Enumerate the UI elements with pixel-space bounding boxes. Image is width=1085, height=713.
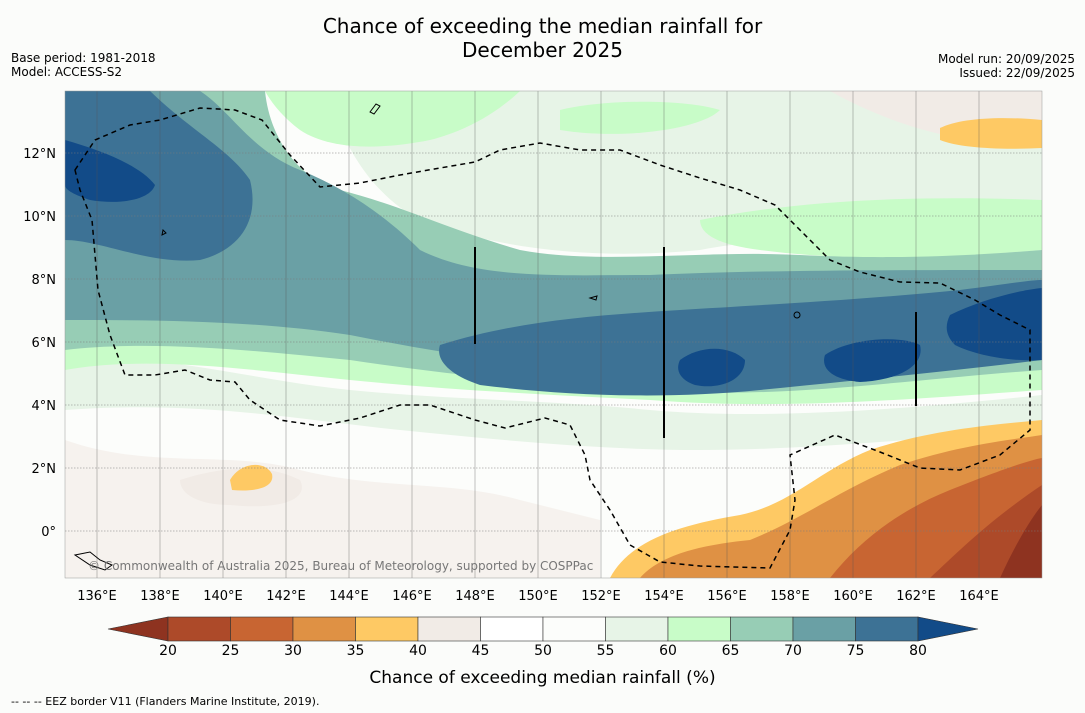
region-80plus-west [65, 140, 155, 202]
region-60-65-east [700, 198, 1042, 258]
lat-label: 10°N [23, 210, 56, 225]
islands [73, 103, 801, 571]
lon-label: 162°E [896, 589, 936, 604]
region-35-40-patch [230, 464, 273, 491]
lon-label: 150°E [518, 589, 558, 604]
lon-label: 146°E [392, 589, 432, 604]
colorbar-tick-label: 65 [721, 643, 740, 659]
lon-label: 158°E [770, 589, 810, 604]
map-title: Chance of exceeding the median rainfall … [0, 14, 1085, 62]
lat-label: 8°N [32, 273, 57, 288]
lat-label: 2°N [32, 462, 57, 477]
lon-label: 144°E [329, 589, 369, 604]
colorbar-segment [542, 616, 606, 642]
colorbar-tick-label: 40 [409, 643, 427, 659]
eez-border [74, 107, 1031, 569]
colorbar-segment [855, 616, 919, 642]
meta-right: Model run: 20/09/2025 Issued: 22/09/2025 [938, 52, 1075, 80]
colorbar-tick-label: 20 [159, 643, 177, 659]
region-40-45-south [65, 440, 600, 578]
colorbar-tick-label: 35 [346, 643, 365, 659]
colorbar-segment [605, 616, 669, 642]
model-name: Model: ACCESS-S2 [11, 65, 123, 79]
lat-label: 0° [41, 525, 56, 540]
lon-label: 148°E [455, 589, 495, 604]
colorbar-segment [292, 616, 356, 642]
colorbar-tick-label: 45 [471, 643, 490, 659]
colorbar-segment [167, 616, 231, 642]
lat-gridlines [65, 152, 1042, 532]
region-60-65-north [265, 91, 520, 147]
region-60-65-patch [560, 101, 720, 134]
map-plot-area: © Commonwealth of Australia 2025, Bureau… [65, 91, 1042, 578]
lon-axis: 136°E 138°E 140°E 142°E 144°E 146°E 148°… [77, 589, 999, 604]
colorbar-tick-label: 30 [284, 643, 302, 659]
model-run: Model run: 20/09/2025 [937, 52, 1075, 66]
region-80plus-patch2 [824, 339, 921, 382]
colorbar-segment [480, 616, 544, 642]
colorbar-tick-label: 70 [784, 643, 802, 659]
colorbar-tick-label: 25 [221, 643, 240, 659]
issued-date: Issued: 22/09/2025 [959, 66, 1075, 80]
lat-label: 4°N [32, 399, 57, 414]
region-below-20-se [1000, 505, 1042, 578]
region-55-60-band [65, 357, 1042, 450]
lon-label: 138°E [140, 589, 180, 604]
region-80plus-patch1 [678, 348, 745, 387]
colorbar-segment [355, 616, 419, 642]
lon-label: 156°E [707, 589, 747, 604]
colorbar-tick-label: 60 [659, 643, 677, 659]
region-80plus-east [946, 288, 1042, 361]
colorbar-segment [417, 616, 481, 642]
lat-label: 6°N [32, 336, 57, 351]
colorbar-segment [667, 616, 731, 642]
lon-label: 136°E [77, 589, 117, 604]
colorbar-extend-high [917, 616, 979, 642]
colorbar-tick-label: 50 [534, 643, 552, 659]
colorbar-title: Chance of exceeding median rainfall (%) [369, 668, 716, 688]
lat-label: 12°N [23, 147, 56, 162]
lon-label: 154°E [644, 589, 684, 604]
eez-boundary-lines [474, 247, 917, 438]
lon-label: 142°E [266, 589, 306, 604]
colorbar-segment [792, 616, 856, 642]
colorbar-tick-label: 80 [909, 643, 927, 659]
region-35-40-ne [940, 118, 1042, 149]
colorbar-tick-label: 55 [596, 643, 615, 659]
colorbar-extend-low [107, 616, 169, 642]
lon-label: 160°E [833, 589, 873, 604]
lon-label: 164°E [959, 589, 999, 604]
map-frame [64, 90, 1043, 579]
colorbar-segment [230, 616, 294, 642]
eez-footer-note: -- -- -- EEZ border V11 (Flanders Marine… [11, 695, 320, 708]
lat-axis: 12°N 10°N 8°N 6°N 4°N 2°N 0° [23, 147, 56, 540]
colorbar-segment [730, 616, 794, 642]
base-period: Base period: 1981-2018 [11, 51, 156, 65]
colorbar-tick-label: 75 [846, 643, 865, 659]
colorbar [107, 616, 979, 642]
copyright-text: © Commonwealth of Australia 2025, Bureau… [88, 559, 593, 573]
lon-label: 152°E [581, 589, 621, 604]
meta-left: Base period: 1981-2018 Model: ACCESS-S2 [11, 51, 156, 79]
lon-label: 140°E [203, 589, 243, 604]
title-line-1: Chance of exceeding the median rainfall … [322, 14, 763, 38]
title-line-2: December 2025 [462, 38, 623, 62]
